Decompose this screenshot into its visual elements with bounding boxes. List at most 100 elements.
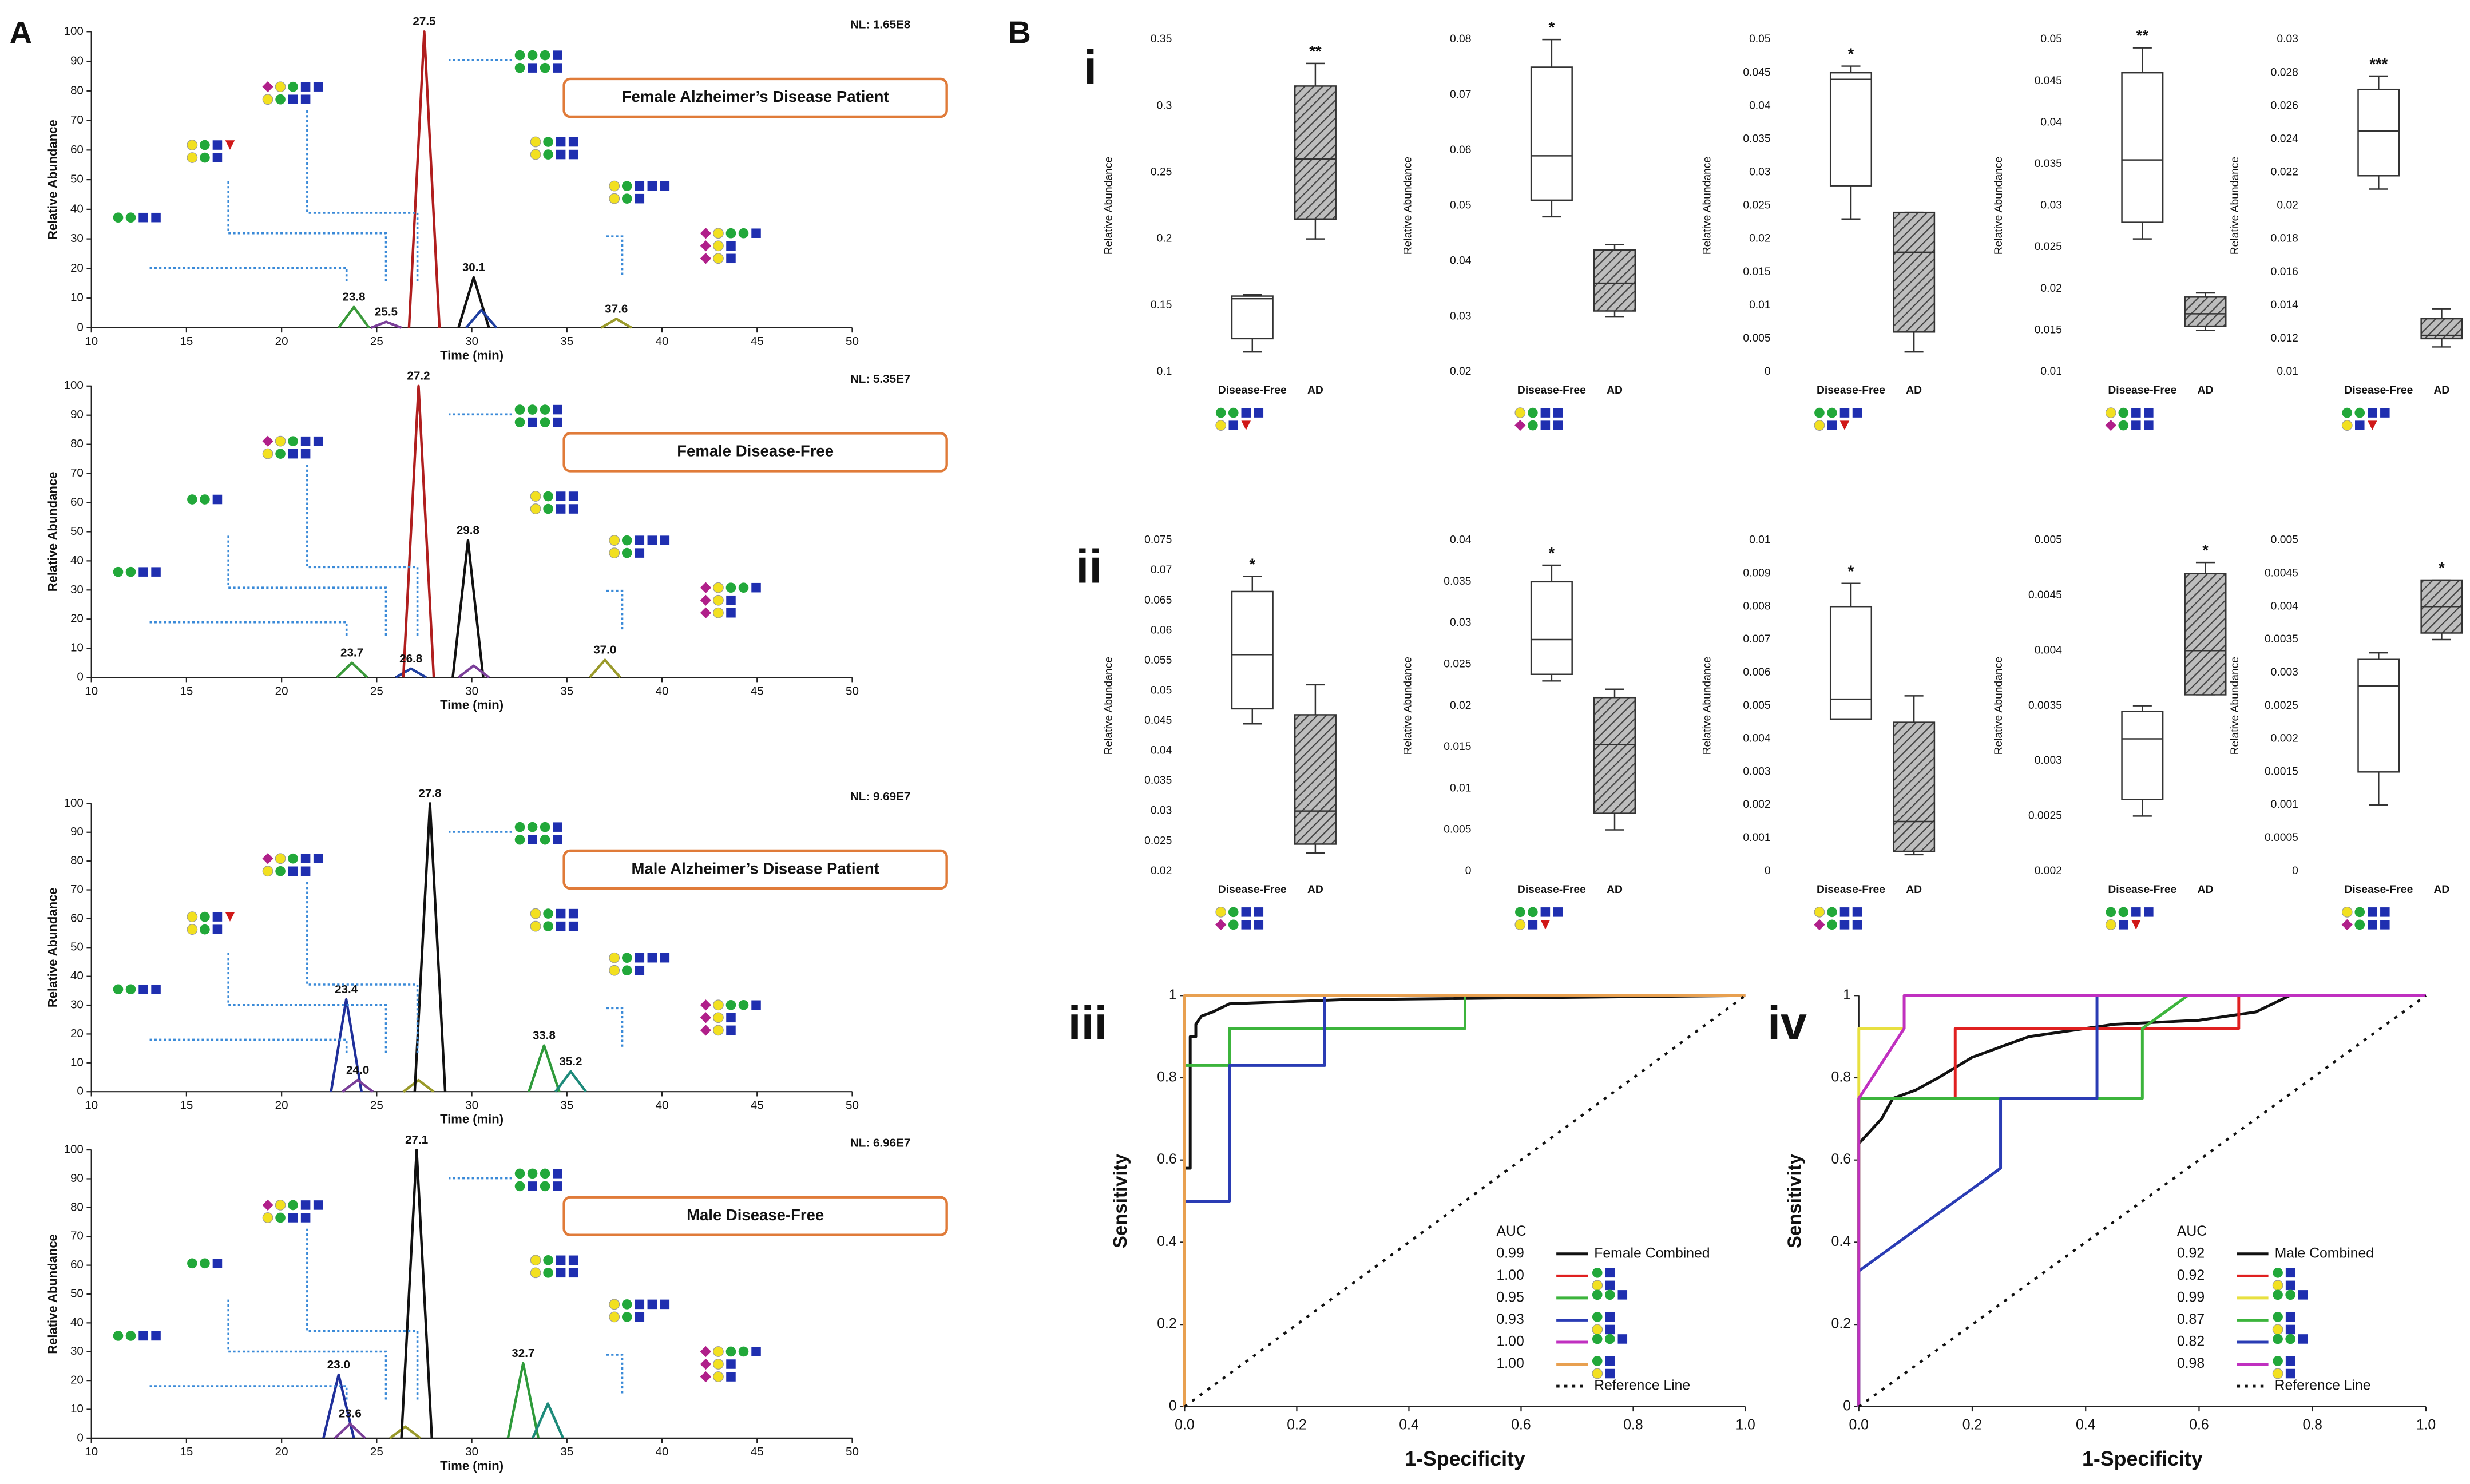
glycan-square <box>726 1013 736 1023</box>
glycan-circle <box>2273 1334 2283 1344</box>
glycan-square <box>635 535 645 545</box>
series-line <box>407 30 441 328</box>
glycan-diamond <box>700 999 712 1011</box>
glycan-circle <box>2272 1368 2283 1379</box>
series-line <box>589 658 621 678</box>
y-tick-label: 0.004 <box>1743 733 1770 745</box>
x-tick-label: 25 <box>370 335 383 348</box>
glycan-circle <box>530 1255 541 1266</box>
glycan-square <box>300 854 311 863</box>
x-tick-label: 1.0 <box>2416 1417 2436 1433</box>
glycan-circle <box>262 866 273 877</box>
glycan-circle <box>1827 919 1837 930</box>
glycan-square <box>2144 408 2154 418</box>
box <box>1829 72 1873 187</box>
glycan-square <box>553 50 562 60</box>
y-tick-label: 0.009 <box>1743 568 1770 580</box>
glycan-square <box>568 908 578 919</box>
x-tick-label: 0.6 <box>1511 1417 1531 1433</box>
glycan-circle <box>275 449 286 459</box>
y-tick-label: 0.35 <box>1151 33 1172 45</box>
glycan-circle <box>543 491 553 502</box>
glycan-circle <box>1514 919 1526 930</box>
glycan-icon <box>1592 1289 1628 1300</box>
box <box>1530 581 1573 675</box>
glycan-square <box>2355 420 2365 430</box>
glycan-square <box>138 567 148 577</box>
y-tick-label: 0.022 <box>2271 166 2298 178</box>
legend-auc: 0.92 <box>2177 1268 2205 1283</box>
x-tick-label: 15 <box>180 335 193 348</box>
glycan-diamond <box>700 607 712 618</box>
x-tick-label: 30 <box>465 684 478 697</box>
glycan-diamond <box>700 240 712 252</box>
glycan-square <box>288 1213 298 1223</box>
y-tick-label: 0.2 <box>1831 1316 1851 1332</box>
glycan-diamond <box>2105 419 2116 431</box>
y-tick-label: 0.015 <box>1743 266 1770 278</box>
glycan-circle <box>514 62 525 73</box>
x-tick-label: 40 <box>656 1445 669 1458</box>
glycan-circle <box>2105 919 2116 930</box>
x-tick-label: 35 <box>560 1445 573 1458</box>
box <box>2121 711 2164 800</box>
glycan-circle <box>540 404 550 415</box>
glycan-circle <box>262 448 273 459</box>
y-tick-label: 0.05 <box>1749 33 1771 45</box>
guide-arrow <box>227 181 387 284</box>
guide-arrow <box>306 110 419 284</box>
y-axis-label: Relative Abundance <box>45 887 60 1007</box>
glycan-icon <box>113 984 161 995</box>
significance: * <box>1848 45 1854 63</box>
y-tick-label: 0.045 <box>1743 66 1770 78</box>
glycan-circle <box>262 1212 273 1223</box>
glycan-circle <box>113 566 124 577</box>
y-tick-label: 0.3 <box>1157 100 1172 112</box>
y-tick-label: 0.015 <box>1444 741 1471 753</box>
glycan-circle <box>725 999 736 1010</box>
y-tick-label: 0.15 <box>1151 299 1172 311</box>
box <box>2121 72 2164 223</box>
glycan-circle <box>530 136 541 148</box>
series-line <box>342 1078 374 1093</box>
glycan-icon <box>113 566 161 577</box>
y-tick-label: 0.07 <box>1450 89 1471 101</box>
glycan-circle <box>1215 407 1226 418</box>
glycan-icon <box>1814 407 1862 431</box>
legend-label: Male Combined <box>2275 1245 2374 1261</box>
nl-note: NL: 1.65E8 <box>850 18 910 31</box>
series-line <box>1858 994 2427 1408</box>
glycan-circle <box>1515 907 1525 918</box>
glycan-circle <box>1604 1289 1615 1300</box>
glycan-square <box>553 822 562 832</box>
y-tick-label: 30 <box>70 1344 84 1358</box>
series-line <box>370 320 402 329</box>
glycan-square <box>300 82 311 92</box>
x-tick-label: AD <box>1307 884 1323 896</box>
glycan-circle <box>2118 907 2129 918</box>
glycan-square <box>313 1200 323 1210</box>
y-axis-label: Sensitivity <box>1109 1153 1131 1248</box>
glycan-square <box>2368 920 2377 930</box>
glycan-circle <box>200 494 210 505</box>
glycan-square <box>2131 907 2141 917</box>
glycan-square <box>2298 1334 2308 1344</box>
x-tick-label: 0.8 <box>1623 1417 1643 1433</box>
panel-label: B <box>1008 14 1031 50</box>
y-tick-label: 0.003 <box>2271 666 2298 678</box>
y-tick-label: 90 <box>70 54 84 68</box>
glycan-square <box>2285 1268 2295 1278</box>
glycan-square <box>556 137 566 147</box>
y-axis-label: Relative Abundance <box>1702 657 1714 755</box>
glycan-icon <box>2272 1312 2295 1335</box>
y-tick-label: 0.04 <box>1749 100 1771 112</box>
y-tick-label: 0.005 <box>1743 700 1770 712</box>
glycan-circle <box>609 547 620 558</box>
glycan-square <box>556 1255 566 1265</box>
y-tick-label: 0.005 <box>2271 534 2298 546</box>
glycan-square <box>1617 1334 1628 1344</box>
glycan-square <box>151 567 161 577</box>
glycan-square <box>1605 1324 1615 1335</box>
glycan-square <box>1254 907 1264 917</box>
glycan-square <box>660 1299 670 1310</box>
